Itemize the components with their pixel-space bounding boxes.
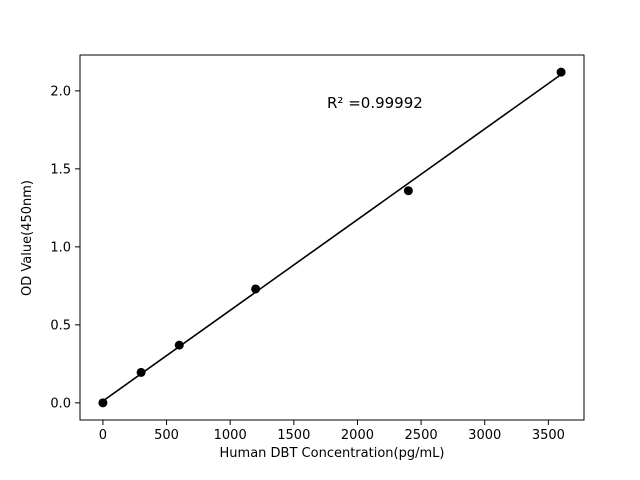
x-axis-label: Human DBT Concentration(pg/mL) bbox=[220, 446, 445, 461]
x-tick-label: 500 bbox=[154, 428, 179, 443]
y-tick-label: 1.0 bbox=[50, 240, 71, 255]
data-point bbox=[174, 340, 184, 350]
data-point bbox=[98, 398, 108, 408]
y-tick-label: 0.5 bbox=[50, 318, 71, 333]
x-tick-label: 2500 bbox=[405, 428, 438, 443]
x-tick-label: 3000 bbox=[468, 428, 501, 443]
r-squared-annotation: R² =0.99992 bbox=[327, 94, 423, 112]
x-tick-label: 3500 bbox=[532, 428, 565, 443]
fit-line bbox=[102, 73, 562, 402]
data-point bbox=[403, 186, 413, 196]
x-tick-label: 1500 bbox=[277, 428, 310, 443]
y-tick-label: 2.0 bbox=[50, 84, 71, 99]
y-axis-label: OD Value(450nm) bbox=[20, 180, 35, 296]
data-point bbox=[136, 367, 146, 377]
x-tick-label: 0 bbox=[99, 428, 107, 443]
x-tick-label: 1000 bbox=[214, 428, 247, 443]
data-point bbox=[251, 284, 261, 294]
y-tick-label: 1.5 bbox=[50, 162, 71, 177]
plot-area: 0 500 1000 1500 2000 2500 3000 3500 0.0 0.5 1.0 1.5… bbox=[50, 54, 585, 443]
y-tick-label: 0.0 bbox=[50, 396, 71, 411]
axes-frame bbox=[79, 54, 585, 421]
x-tick-label: 2000 bbox=[341, 428, 374, 443]
data-point bbox=[556, 67, 566, 77]
